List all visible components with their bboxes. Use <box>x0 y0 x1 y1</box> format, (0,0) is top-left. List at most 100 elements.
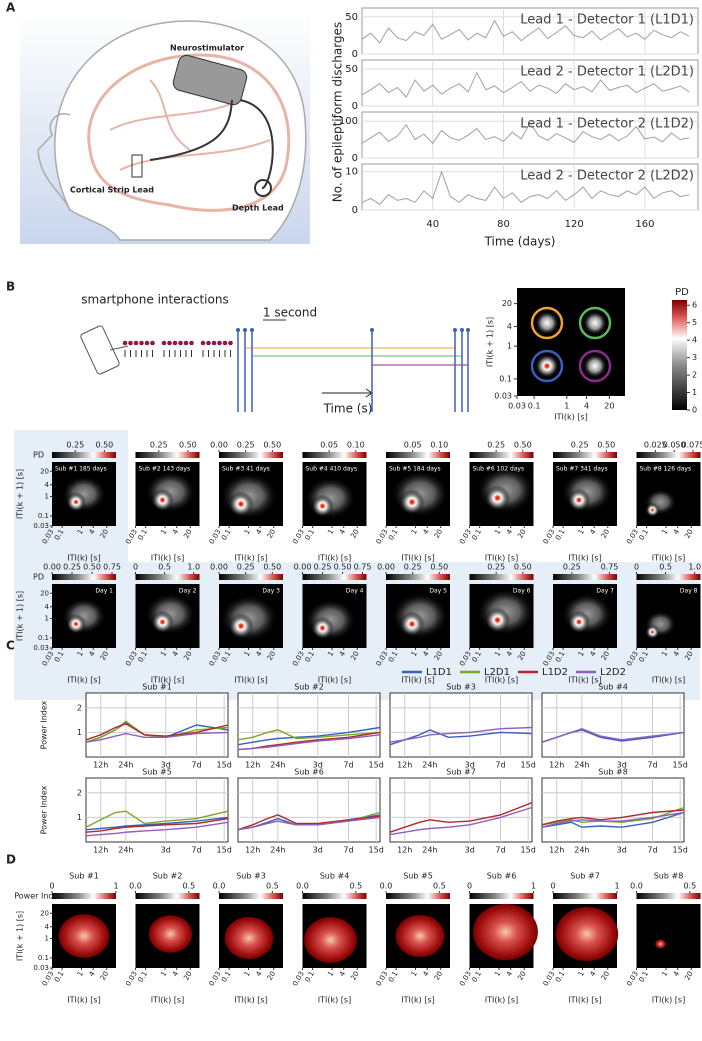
plot-title: Sub #3 41 days <box>222 466 270 473</box>
colorbar <box>553 452 617 458</box>
x-axis-label: ITI(k) [s] <box>485 554 518 563</box>
colorbar-tick-label: 0.75 <box>103 563 121 572</box>
density-blob <box>399 611 425 637</box>
density-blob <box>66 492 86 512</box>
x-tick-label: 1 <box>410 528 419 536</box>
x-tick-label: 1 <box>326 970 335 978</box>
plot-title: Sub #7 <box>446 768 476 777</box>
x-axis-label: ITI(k) [s] <box>652 676 685 685</box>
colorbar-tick-label: 0 <box>692 406 697 415</box>
power-region <box>555 906 619 962</box>
colorbar <box>469 574 534 580</box>
x-tick-label: 15d <box>217 846 232 855</box>
x-tick-label: 0.1 <box>220 970 232 984</box>
legend-label: L1D2 <box>542 667 568 678</box>
illustration-label: Neurostimulator <box>170 44 244 53</box>
colorbar-tick-label: 0.00 <box>43 563 61 572</box>
x-axis-label: ITI(k) [s] <box>568 996 601 1005</box>
x-axis-label: ITI(k) [s] <box>485 676 518 685</box>
x-tick-label: 160 <box>635 219 654 230</box>
density-blob <box>66 614 86 634</box>
x-tick-label: 20 <box>600 528 611 540</box>
x-tick-label: 12h <box>93 761 108 770</box>
plot-title: Sub #8 126 days <box>640 466 692 473</box>
series-line <box>389 801 533 833</box>
x-tick-label: 0.1 <box>304 528 316 542</box>
plot-title: Day 1 <box>95 588 113 595</box>
x-tick-label: 12h <box>93 846 108 855</box>
colorbar-tick-label: 0.00 <box>294 563 312 572</box>
leads <box>149 99 274 190</box>
plot-title: Lead 1 - Detector 2 (L1D2) <box>520 117 694 132</box>
x-tick-label: 1 <box>76 528 85 536</box>
panel-letter: C <box>6 639 15 653</box>
density-blob <box>535 354 559 378</box>
power-region <box>148 915 193 953</box>
y-tick-label: 1 <box>45 934 49 942</box>
colorbar-tick-label: 0.75 <box>354 563 372 572</box>
x-tick-label: 1 <box>243 970 252 978</box>
power-region <box>304 917 357 963</box>
colorbar-tick-label: 0.0 <box>630 882 643 891</box>
density-blob <box>535 311 559 335</box>
legend-label: L2D1 <box>484 667 510 678</box>
interaction-dot <box>172 340 178 346</box>
colorbar-tick-label: 1.0 <box>187 563 200 572</box>
panel-letter: D <box>6 853 16 867</box>
x-tick-label: 20 <box>433 528 444 540</box>
density-blob <box>645 503 660 517</box>
x-tick-label: 7d <box>191 761 201 770</box>
x-tick-label: 1 <box>410 970 419 978</box>
colorbar <box>302 574 367 580</box>
y-tick-label: 10 <box>345 167 358 178</box>
y-tick-label: 0 <box>352 153 358 164</box>
y-tick-label: 0.1 <box>38 634 49 642</box>
plot-title: Sub #7 341 days <box>556 466 608 473</box>
x-tick-label: 12h <box>245 846 260 855</box>
x-tick-label: 4 <box>87 650 96 658</box>
density-blob <box>151 610 174 634</box>
x-tick-label: 1 <box>577 970 586 978</box>
y-tick-label: 0 <box>352 101 358 112</box>
colorbar-tick-label: 0.25 <box>571 441 589 450</box>
colorbar-tick-label: 0.25 <box>237 441 255 450</box>
interaction-dot <box>228 340 233 346</box>
plot-frame <box>85 692 229 758</box>
heatmap <box>517 288 625 396</box>
event-dot <box>236 328 240 332</box>
x-tick-label: 7d <box>647 761 657 770</box>
x-tick-label: 4 <box>338 650 347 658</box>
plot-title: Sub #2 <box>153 872 183 881</box>
colorbar-tick-label: 1 <box>692 388 697 397</box>
colorbar-tick-label: 0.50 <box>514 441 532 450</box>
x-tick-label: 1 <box>76 650 85 658</box>
x-tick-label: 15d <box>521 846 536 855</box>
x-axis-label: ITI(k) [s] <box>67 996 100 1005</box>
x-tick-label: 20 <box>349 528 360 540</box>
x-tick-label: 12h <box>549 846 564 855</box>
x-axis-label: ITI(k) [s] <box>485 996 518 1005</box>
plot-title: Sub #2 <box>294 683 324 692</box>
x-tick-label: 4 <box>87 528 96 536</box>
plot-title: Sub #4 410 days <box>306 466 358 473</box>
colorbar-tick-label: 0.25 <box>66 441 84 450</box>
x-tick-label: 1 <box>493 970 502 978</box>
series-line <box>389 806 533 836</box>
x-tick-label: 1 <box>660 528 669 536</box>
x-tick-label: 1 <box>564 402 569 411</box>
panel-letter: A <box>6 1 16 15</box>
colorbar-tick-label: 0.75 <box>601 563 619 572</box>
series-line <box>237 814 381 831</box>
y-axis-label: Power Index <box>40 785 49 834</box>
series-line <box>85 720 229 743</box>
density-blob <box>484 607 511 633</box>
colorbar-tick-label: 0.25 <box>63 563 81 572</box>
x-tick-label: 0.1 <box>471 528 483 542</box>
x-tick-label: 0.1 <box>387 528 399 542</box>
x-tick-label: 4 <box>87 970 96 978</box>
x-tick-label: 0.1 <box>137 528 149 542</box>
colorbar <box>302 452 367 458</box>
density-blob <box>399 489 425 515</box>
colorbar-tick-label: 0.50 <box>430 563 448 572</box>
